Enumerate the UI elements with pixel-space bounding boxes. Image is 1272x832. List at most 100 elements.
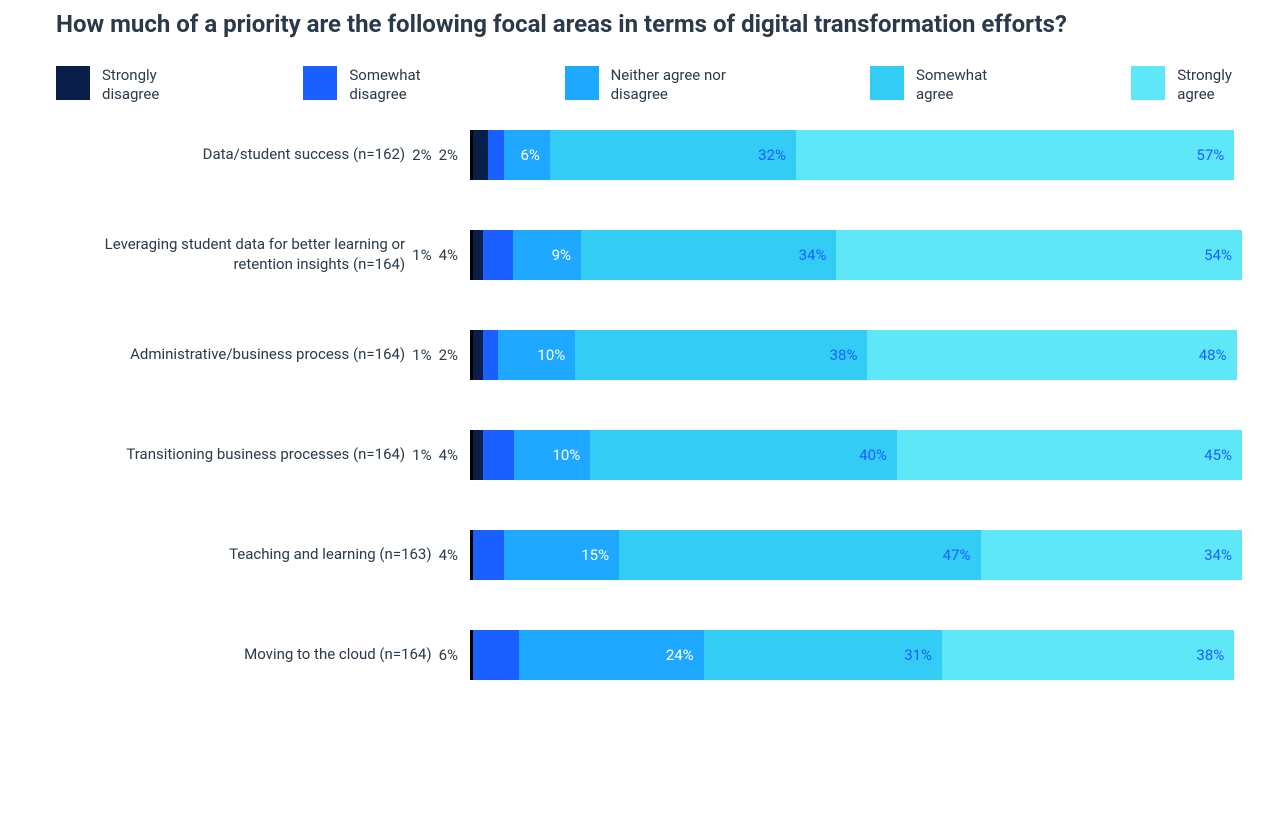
legend-item: Somewhat disagree (303, 66, 420, 104)
row-label-cell: Administrative/business process (n=164)1… (30, 330, 470, 380)
bar-segment: 45% (897, 430, 1242, 480)
value-label: 6% (520, 146, 539, 164)
bar-segment: 10% (498, 330, 575, 380)
legend-label: Strongly disagree (102, 66, 159, 104)
value-label: 57% (1196, 146, 1224, 164)
bar-segment (473, 530, 504, 580)
row-label-cell: Teaching and learning (n=163) 4% (30, 530, 470, 580)
row-label: Teaching and learning (n=163) (229, 545, 432, 565)
chart-row: Moving to the cloud (n=164) 6% 24% 31% 38% (30, 630, 1242, 680)
chart-row: Teaching and learning (n=163) 4% 15% 47% 34% (30, 530, 1242, 580)
value-label: 2% (439, 346, 458, 364)
legend-swatch (870, 66, 904, 100)
value-label: 6% (439, 646, 458, 664)
legend-label: Somewhat agree (916, 66, 987, 104)
legend-item: Strongly agree (1131, 66, 1232, 104)
value-label: 48% (1199, 346, 1227, 364)
outside-value-labels: 6% (432, 646, 462, 664)
value-label: 1% (412, 346, 431, 364)
bar-segment (473, 630, 519, 680)
chart-row: Data/student success (n=162) 2% 2% 6% 32% 57% (30, 130, 1242, 180)
value-label: 1% (412, 246, 431, 264)
outside-value-labels: 1% 2% (405, 346, 462, 364)
value-label: 40% (859, 446, 887, 464)
bar-segment: 31% (704, 630, 942, 680)
legend-swatch (565, 66, 599, 100)
value-label: 32% (758, 146, 786, 164)
row-label: Moving to the cloud (n=164) (244, 645, 431, 665)
bar-segment (488, 130, 503, 180)
stacked-bar-chart: Data/student success (n=162) 2% 2% 6% 32% 57%… (30, 130, 1242, 680)
value-label: 47% (943, 546, 971, 564)
row-label-cell: Moving to the cloud (n=164) 6% (30, 630, 470, 680)
outside-value-labels: 1% 4% (405, 446, 462, 464)
bar-segment: 9% (513, 230, 581, 280)
legend-label: Strongly agree (1177, 66, 1232, 104)
legend-item: Neither agree nor disagree (565, 66, 726, 104)
bar-segment: 48% (867, 330, 1236, 380)
bar-segment (483, 230, 513, 280)
bar: 24% 31% 38% (470, 630, 1242, 680)
chart-row: Administrative/business process (n=164)1… (30, 330, 1242, 380)
chart-row: Transitioning business processes (n=164)… (30, 430, 1242, 480)
bar-segment (483, 430, 514, 480)
bar: 10% 38% 48% (470, 330, 1242, 380)
bar-segment: 47% (619, 530, 980, 580)
row-label-cell: Data/student success (n=162) 2% 2% (30, 130, 470, 180)
chart-title: How much of a priority are the following… (56, 10, 1242, 38)
legend-label: Somewhat disagree (349, 66, 420, 104)
value-label: 38% (830, 346, 858, 364)
bar-segment (473, 330, 483, 380)
bar-segment: 40% (590, 430, 897, 480)
legend-swatch (303, 66, 337, 100)
bar-segment (473, 130, 488, 180)
value-label: 1% (412, 446, 431, 464)
outside-value-labels: 4% (432, 546, 462, 564)
bar-segment: 32% (550, 130, 796, 180)
legend-item: Strongly disagree (56, 66, 159, 104)
value-label: 24% (666, 646, 694, 664)
value-label: 34% (1204, 546, 1232, 564)
bar-segment: 34% (581, 230, 836, 280)
legend-swatch (1131, 66, 1165, 100)
value-label: 31% (904, 646, 932, 664)
value-label: 2% (439, 146, 458, 164)
bar-segment (473, 430, 483, 480)
legend-item: Somewhat agree (870, 66, 987, 104)
bar-segment: 54% (836, 230, 1242, 280)
bar-segment: 15% (504, 530, 619, 580)
chart-container: How much of a priority are the following… (0, 0, 1272, 720)
row-label: Transitioning business processes (n=164) (126, 445, 405, 465)
row-label-cell: Leveraging student data for better learn… (30, 230, 470, 280)
bar-segment: 38% (575, 330, 867, 380)
bar-segment: 38% (942, 630, 1234, 680)
value-label: 4% (439, 446, 458, 464)
legend-swatch (56, 66, 90, 100)
bar-segment (473, 230, 483, 280)
value-label: 38% (1196, 646, 1224, 664)
value-label: 10% (553, 446, 581, 464)
value-label: 34% (799, 246, 827, 264)
row-label: Leveraging student data for better learn… (75, 235, 405, 274)
bar-segment: 57% (796, 130, 1234, 180)
value-label: 9% (552, 246, 571, 264)
bar-segment: 24% (519, 630, 704, 680)
bar-segment: 34% (981, 530, 1242, 580)
bar-segment: 10% (514, 430, 591, 480)
outside-value-labels: 2% 2% (405, 146, 462, 164)
row-label-cell: Transitioning business processes (n=164)… (30, 430, 470, 480)
row-label: Data/student success (n=162) (203, 145, 406, 165)
value-label: 15% (581, 546, 609, 564)
value-label: 4% (439, 246, 458, 264)
bar: 6% 32% 57% (470, 130, 1242, 180)
value-label: 4% (439, 546, 458, 564)
value-label: 10% (537, 346, 565, 364)
bar-segment: 6% (504, 130, 550, 180)
row-label: Administrative/business process (n=164) (130, 345, 405, 365)
bar: 15% 47% 34% (470, 530, 1242, 580)
value-label: 2% (412, 146, 431, 164)
value-label: 54% (1204, 246, 1232, 264)
outside-value-labels: 1% 4% (405, 246, 462, 264)
legend-label: Neither agree nor disagree (611, 66, 726, 104)
legend: Strongly disagree Somewhat disagree Neithe… (56, 66, 1232, 104)
